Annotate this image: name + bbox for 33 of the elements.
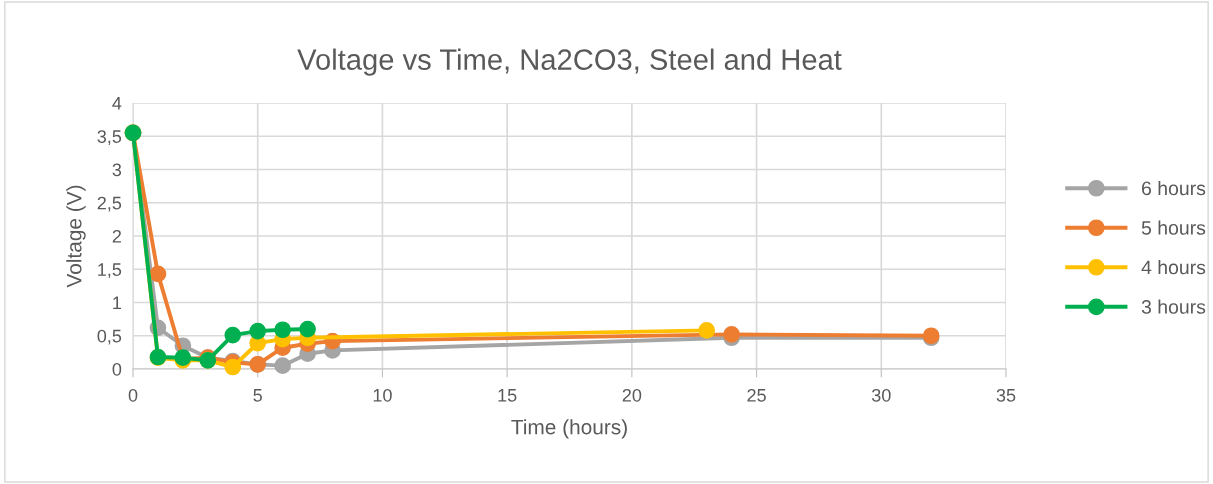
legend-label: 4 hours [1141, 259, 1206, 275]
y-tick-label: 0 [112, 362, 122, 376]
x-tick-label: 20 [622, 388, 642, 402]
x-tick-label: 30 [871, 388, 891, 402]
x-tick-label: 0 [128, 388, 138, 402]
legend-label: 3 hours [1141, 299, 1206, 314]
point [299, 320, 316, 338]
point [723, 326, 740, 343]
point [274, 357, 291, 375]
x-tick-label: 15 [498, 389, 517, 402]
x-tick-label: 5 [253, 389, 262, 402]
x-tick-label: 35 [996, 388, 1016, 402]
point [224, 358, 242, 376]
y-tick-label: 2,5 [97, 196, 122, 212]
legend-label: 5 hours [1141, 220, 1206, 235]
point [149, 265, 167, 283]
legend-label: 6 hours [1142, 180, 1206, 196]
x-tick-label: 25 [747, 388, 766, 402]
point [224, 326, 242, 344]
x-tick-label: 10 [373, 388, 392, 402]
y-tick-label: 0,5 [97, 329, 122, 345]
y-tick-label: 3,5 [97, 130, 122, 146]
chart-title: Voltage vs Time, Na2CO3, Steel and Heat [297, 48, 842, 76]
y-tick-label: 2 [112, 229, 121, 243]
point [274, 321, 291, 339]
y-tick-label: 1,5 [98, 263, 122, 279]
y-axis-title: Voltage (V) [66, 185, 86, 288]
point [249, 322, 267, 340]
y-tick-label: 1 [113, 296, 122, 310]
point [698, 322, 716, 339]
x-axis-title: Time (hours) [511, 419, 627, 439]
y-tick-label: 3 [112, 163, 122, 177]
y-tick-label: 4 [112, 97, 122, 110]
